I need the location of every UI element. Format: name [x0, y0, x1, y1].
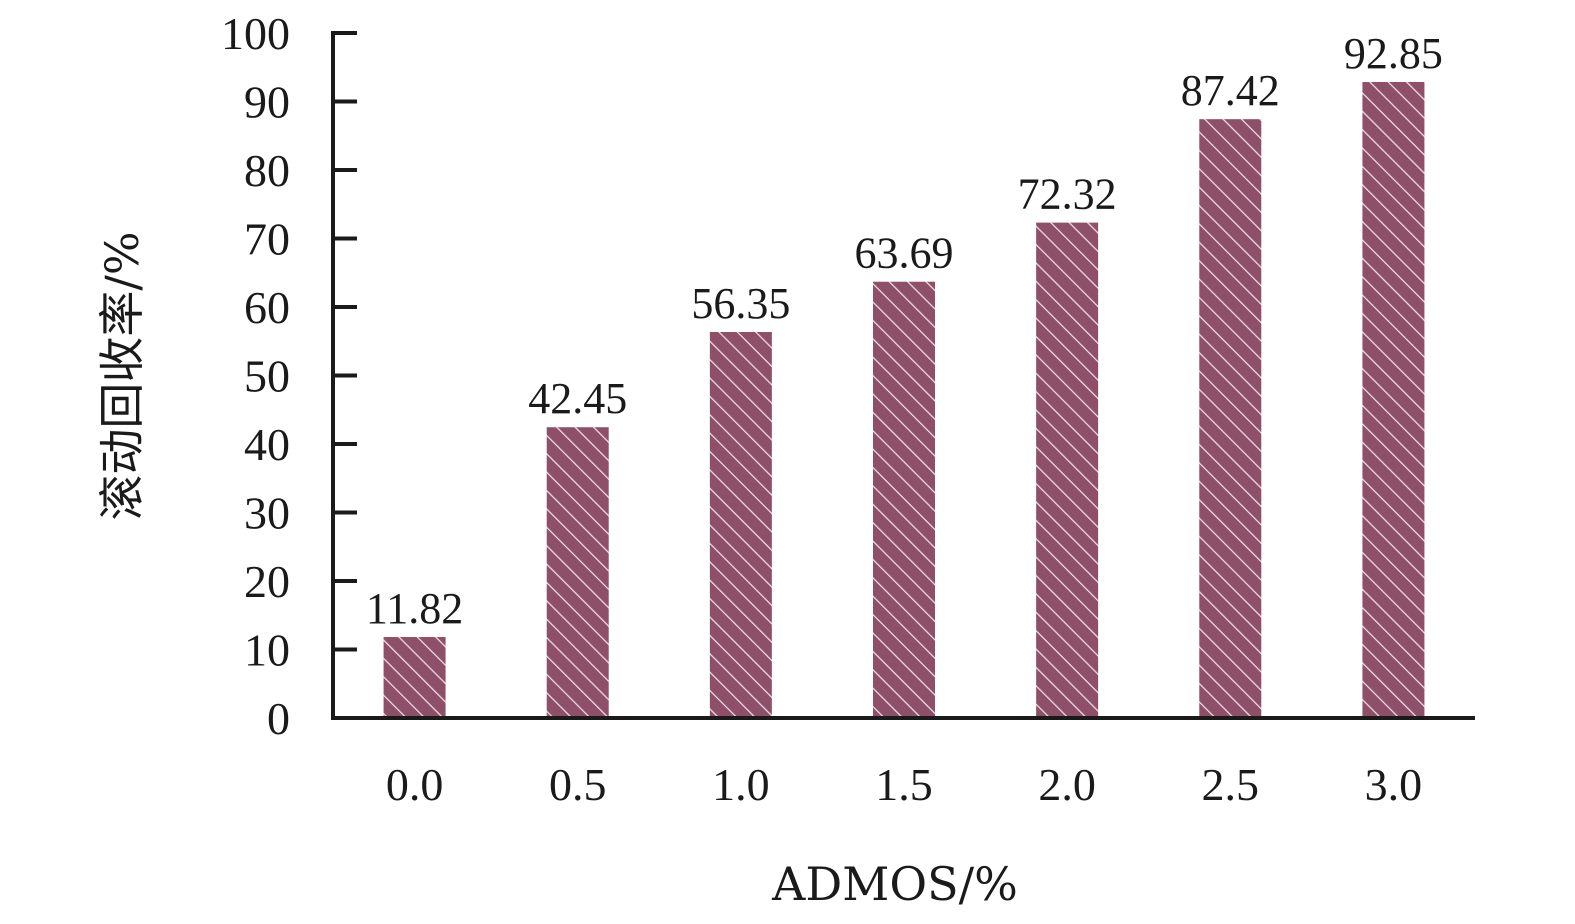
bar: [383, 637, 446, 718]
x-tick-label: 2.5: [1202, 759, 1260, 810]
y-tick-label: 60: [244, 282, 290, 333]
bar-data-label: 72.32: [1018, 170, 1117, 219]
y-tick-label: 20: [244, 556, 290, 607]
data-labels-layer: 11.82 42.45 56.35 63.69 72.32 87.42 92.85: [366, 29, 1443, 633]
y-axis-title: 滚动回收率/%: [95, 231, 149, 520]
y-tick-label: 80: [244, 145, 290, 196]
x-tick-label: 1.5: [875, 759, 933, 810]
y-tick-label: 70: [244, 214, 290, 265]
x-axis-title: ADMOS/%: [771, 857, 1018, 911]
x-tick-label: 3.0: [1365, 759, 1423, 810]
y-tick-label: 30: [244, 488, 290, 539]
bar-data-label: 87.42: [1181, 66, 1280, 115]
bar: [546, 427, 609, 718]
bar: [1036, 222, 1099, 718]
y-ticks-layer: 0 10 20 30 40 50 60 70 80 90 100: [221, 8, 357, 744]
bar: [709, 332, 772, 718]
y-tick-label: 10: [244, 625, 290, 676]
bar: [1362, 81, 1425, 719]
bar-data-label: 56.35: [691, 279, 790, 328]
y-tick-label: 90: [244, 77, 290, 128]
x-tick-label: 0.5: [549, 759, 607, 810]
bar: [1199, 119, 1262, 719]
bar-data-label: 63.69: [855, 229, 954, 278]
bar: [873, 281, 935, 718]
y-tick-label: 40: [244, 419, 290, 470]
bar-data-label: 92.85: [1344, 29, 1443, 78]
x-tick-label: 0.0: [386, 759, 444, 810]
y-tick-label: 100: [221, 8, 290, 59]
y-tick-label: 0: [267, 693, 290, 744]
y-tick-label: 50: [244, 351, 290, 402]
bar-data-label: 11.82: [366, 584, 463, 633]
bar-data-label: 42.45: [528, 374, 627, 423]
bars-layer: [383, 81, 1425, 719]
x-ticks-layer: 0.0 0.5 1.0 1.5 2.0 2.5 3.0: [386, 759, 1422, 810]
x-tick-label: 2.0: [1038, 759, 1096, 810]
x-tick-label: 1.0: [712, 759, 770, 810]
